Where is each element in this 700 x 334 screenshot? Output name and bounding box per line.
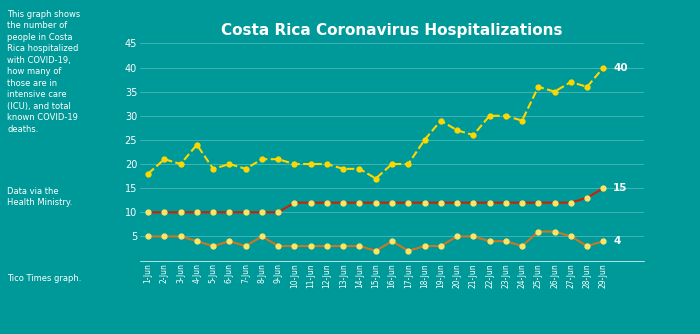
Title: Costa Rica Coronavirus Hospitalizations: Costa Rica Coronavirus Hospitalizations bbox=[221, 23, 563, 38]
Text: 4: 4 bbox=[613, 236, 620, 246]
Text: 40: 40 bbox=[613, 62, 628, 72]
Text: This graph shows
the number of
people in Costa
Rica hospitalized
with COVID-19,
: This graph shows the number of people in… bbox=[7, 10, 80, 134]
Text: Data via the
Health Ministry.: Data via the Health Ministry. bbox=[7, 187, 72, 207]
Text: 15: 15 bbox=[613, 183, 628, 193]
Text: Tico Times graph.: Tico Times graph. bbox=[7, 274, 81, 283]
